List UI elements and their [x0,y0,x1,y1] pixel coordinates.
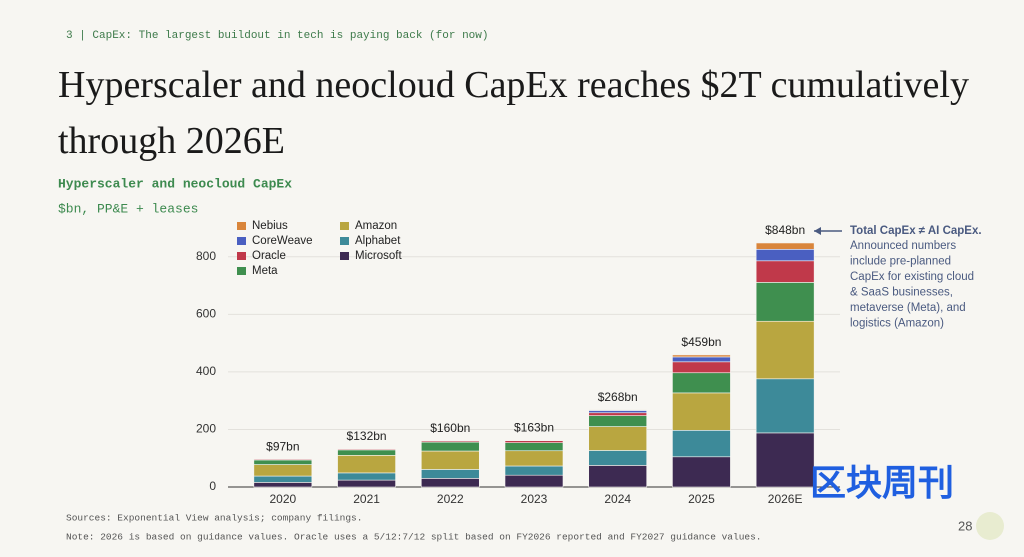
total-label: $848bn [765,223,805,237]
annotation-line: CapEx for existing cloud [850,271,974,283]
total-label: $97bn [266,439,299,453]
header: 3 | CapEx: The largest buildout in tech … [66,30,488,42]
legend-swatch [237,237,246,245]
subtitle: Hyperscaler and neocloud CapEx [58,176,292,191]
x-tick-label: 2026E [768,492,803,506]
bar-segment [589,410,647,412]
annotation-line: metaverse (Meta), and [850,302,966,314]
legend-label: Nebius [252,220,288,232]
bar-segment [421,469,479,478]
total-label: $163bn [514,420,554,434]
bar-segment [505,475,563,487]
bar-segment [254,482,312,487]
y-tick-label: 200 [196,422,216,436]
bar-segment [338,455,396,473]
bar-segment [756,249,814,261]
logo [976,512,1004,540]
bar-segment [756,243,814,249]
title-line: Hyperscaler and neocloud CapEx reaches $… [58,64,969,106]
legend-swatch [237,222,246,230]
bar-segment [672,362,730,373]
bar-segment [338,449,396,450]
bar-segment [254,459,312,460]
bar-segment [589,416,647,427]
bar-segment [672,393,730,430]
bar-segment [672,357,730,362]
bar-segment [338,473,396,480]
page-number: 28 [958,518,972,533]
total-label: $160bn [430,421,470,435]
legend-swatch [237,252,246,260]
y-tick-label: 0 [209,479,216,493]
bar-segment [421,442,479,451]
annotation-line: & SaaS businesses, [850,287,953,299]
legend-swatch [340,222,349,230]
x-tick-label: 2024 [604,492,631,506]
y-tick-label: 400 [196,364,216,378]
bar-segment [672,355,730,357]
bar-segment [505,441,563,443]
total-label: $459bn [681,335,721,349]
x-tick-label: 2021 [353,492,380,506]
bar-segment [756,282,814,321]
bar-segment [756,379,814,433]
bar-segment [421,478,479,487]
x-tick-label: 2023 [521,492,548,506]
bar-segment [589,450,647,465]
bar-segment [589,413,647,416]
legend-swatch [237,267,246,275]
x-tick-label: 2025 [688,492,715,506]
annotation-title: Total CapEx ≠ AI CapEx. [850,225,982,237]
legend-label: Amazon [355,220,397,232]
bar-segment [254,460,312,465]
bar-segment [672,373,730,393]
x-tick-label: 2020 [270,492,297,506]
total-label: $132bn [347,429,387,443]
watermark: 区块周刊 [810,463,954,504]
legend-label: CoreWeave [252,235,313,247]
sources: Sources: Exponential View analysis; comp… [66,513,362,524]
bar-segment [338,450,396,455]
legend-label: Microsoft [355,250,402,262]
unit-label: $bn, PP&E + leases [58,201,198,216]
bar-segment [338,480,396,487]
annotation-line: include pre-planned [850,256,951,268]
legend-swatch [340,252,349,260]
legend-swatch [340,237,349,245]
bar-segment [589,427,647,451]
bar-segment [756,321,814,379]
bar-segment [421,441,479,442]
annotation-line: logistics (Amazon) [850,318,944,330]
legend-label: Alphabet [355,235,401,247]
note: Note: 2026 is based on guidance values. … [66,532,762,543]
bar-segment [505,443,563,451]
bar-segment [589,465,647,487]
legend-label: Oracle [252,250,286,262]
y-tick-label: 800 [196,249,216,263]
legend-label: Meta [252,265,278,277]
y-tick-label: 600 [196,307,216,321]
bar-segment [672,457,730,487]
bar-segment [254,465,312,477]
bar-segment [589,410,647,411]
bar-segment [756,433,814,487]
total-label: $268bn [598,390,638,404]
bar-segment [254,476,312,482]
bar-segment [672,430,730,456]
bar-segment [505,451,563,466]
bar-segment [421,451,479,469]
bar-segment [505,466,563,475]
x-tick-label: 2022 [437,492,464,506]
title-line: through 2026E [58,120,285,162]
bar-segment [756,261,814,283]
annotation-line: Announced numbers [850,240,956,252]
